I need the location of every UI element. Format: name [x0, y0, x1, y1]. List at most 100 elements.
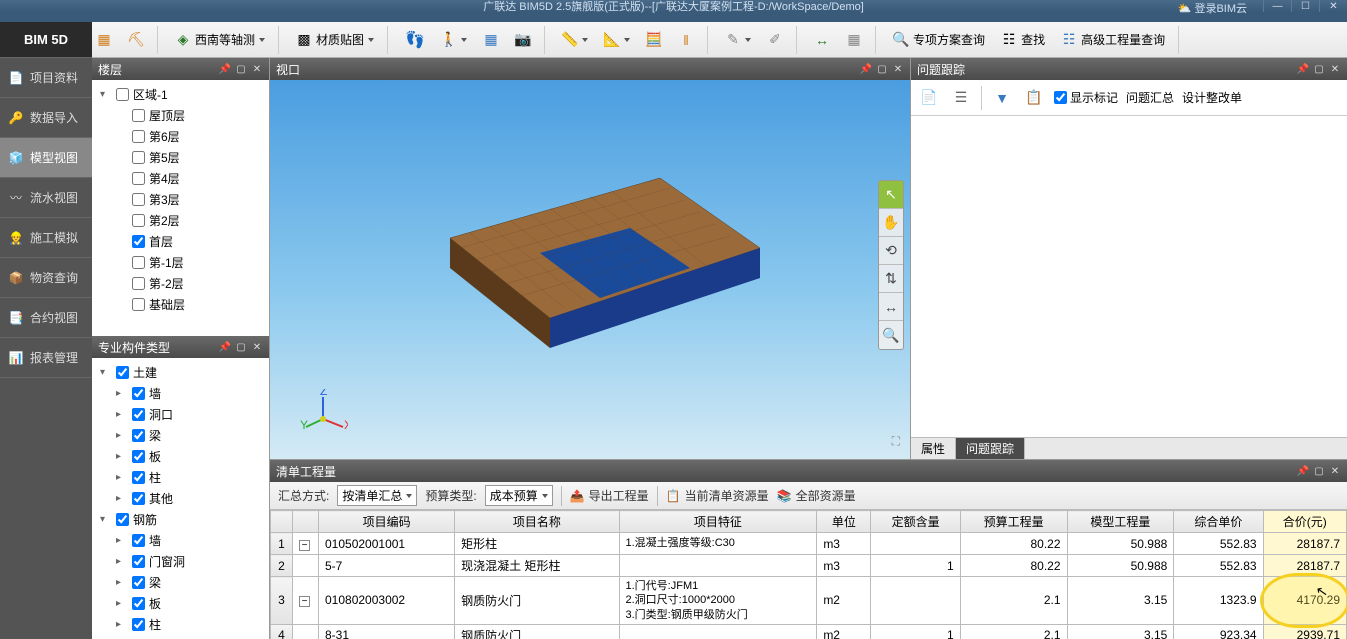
comp-item[interactable]: ▸墙 — [92, 530, 269, 551]
new-doc-button[interactable]: 📄 — [917, 86, 941, 110]
window-icon[interactable]: ▢ — [1313, 465, 1325, 477]
floor-item[interactable]: 第-1层 — [92, 252, 269, 273]
nav-item-5[interactable]: 📦物资查询 — [0, 258, 92, 298]
brush2-button[interactable]: ✐ — [760, 28, 790, 52]
floor-item[interactable]: 第6层 — [92, 126, 269, 147]
nav-item-0[interactable]: 📄项目资料 — [0, 58, 92, 98]
floor-item[interactable]: 屋顶层 — [92, 105, 269, 126]
tree-root[interactable]: ▾区域-1 — [92, 84, 269, 105]
design-change-link[interactable]: 设计整改单 — [1182, 89, 1242, 106]
grid-col-header[interactable]: 项目编码 — [319, 511, 455, 533]
grid-col-header[interactable]: 合价(元) — [1263, 511, 1346, 533]
fullscreen-icon[interactable]: ⛶ — [892, 434, 900, 449]
vp-pan-button[interactable]: ✋ — [879, 209, 903, 237]
orientation-dropdown[interactable]: ◈ 西南等轴测 — [168, 27, 272, 52]
report-button[interactable]: 📋 — [1022, 86, 1046, 110]
floor-item[interactable]: 第5层 — [92, 147, 269, 168]
grid-col-header[interactable]: 项目名称 — [455, 511, 619, 533]
bricks-button[interactable]: ▦ — [89, 28, 119, 52]
pin-icon[interactable]: 📌 — [219, 341, 231, 353]
grid-col-header[interactable]: 综合单价 — [1174, 511, 1263, 533]
all-res-button[interactable]: 📚全部资源量 — [777, 487, 856, 504]
nav-item-4[interactable]: 👷施工模拟 — [0, 218, 92, 258]
measure2-button[interactable]: 📐 — [597, 28, 637, 52]
measure-h-button[interactable]: ↔ — [807, 28, 837, 52]
comp-item[interactable]: ▸梁 — [92, 572, 269, 593]
list-button[interactable]: ☰ — [949, 86, 973, 110]
nav-item-2[interactable]: 🧊模型视图 — [0, 138, 92, 178]
lookup-button[interactable]: ☷ 查找 — [994, 27, 1052, 52]
grid-col-header[interactable]: 预算工程量 — [960, 511, 1067, 533]
issue-summary-link[interactable]: 问题汇总 — [1126, 89, 1174, 106]
show-mark-checkbox[interactable]: 显示标记 — [1054, 89, 1118, 106]
comp-group[interactable]: ▾钢筋 — [92, 509, 269, 530]
comp-item[interactable]: ▸其他 — [92, 488, 269, 509]
floor-item[interactable]: 第3层 — [92, 189, 269, 210]
comp-item[interactable]: ▸柱 — [92, 467, 269, 488]
special-query-button[interactable]: 🔍 专项方案查询 — [886, 27, 992, 52]
table-row[interactable]: 25-7现浇混凝土 矩形柱m3180.2250.988552.8328187.7 — [271, 555, 1347, 577]
adv-query-button[interactable]: ☷ 高级工程量查询 — [1054, 27, 1172, 52]
vp-orbit-button[interactable]: ⟲ — [879, 237, 903, 265]
pin-icon[interactable]: 📌 — [860, 63, 872, 75]
nav-item-1[interactable]: 🔑数据导入 — [0, 98, 92, 138]
login-cloud[interactable]: ⛅ 登录BIM云 — [1178, 0, 1247, 16]
table-row[interactable]: 1−010502001001矩形柱1.混凝土强度等级:C30m380.2250.… — [271, 533, 1347, 555]
maximize-button[interactable]: ☐ — [1291, 0, 1319, 12]
tb-person-button[interactable]: 🚶 — [434, 28, 474, 52]
vp-select-button[interactable]: ↖ — [879, 181, 903, 209]
vp-zoom-button[interactable]: 🔍 — [879, 321, 903, 349]
export-button[interactable]: 📤导出工程量 — [570, 487, 649, 504]
grid-col-header[interactable]: 定额含量 — [871, 511, 960, 533]
close-icon[interactable]: ✕ — [892, 63, 904, 75]
grid-toggle-button[interactable]: ▦ — [839, 28, 869, 52]
measure3-button[interactable]: 🧮 — [639, 28, 669, 52]
close-button[interactable]: ✕ — [1319, 0, 1347, 12]
tab-issue-track[interactable]: 问题跟踪 — [956, 438, 1025, 459]
minimize-button[interactable]: — — [1263, 0, 1291, 12]
window-icon[interactable]: ▢ — [235, 63, 247, 75]
comp-group[interactable]: ▾土建 — [92, 362, 269, 383]
measure4-button[interactable]: ‖ — [671, 28, 701, 52]
vp-distance-button[interactable]: ↔ — [879, 293, 903, 321]
close-icon[interactable]: ✕ — [1329, 465, 1341, 477]
comp-item[interactable]: ▸板 — [92, 593, 269, 614]
nav-item-3[interactable]: 〰流水视图 — [0, 178, 92, 218]
summary-mode-dropdown[interactable]: 按清单汇总 — [337, 485, 417, 506]
filter-button[interactable]: ▼ — [990, 86, 1014, 110]
nav-item-7[interactable]: 📊报表管理 — [0, 338, 92, 378]
grid-col-header[interactable]: 模型工程量 — [1067, 511, 1174, 533]
window-icon[interactable]: ▢ — [1313, 63, 1325, 75]
floor-item[interactable]: 基础层 — [92, 294, 269, 315]
comp-item[interactable]: ▸板 — [92, 446, 269, 467]
budget-type-dropdown[interactable]: 成本预算 — [485, 485, 553, 506]
comp-item[interactable]: ▸墙 — [92, 383, 269, 404]
close-icon[interactable]: ✕ — [251, 63, 263, 75]
tab-properties[interactable]: 属性 — [911, 438, 956, 459]
viewport-3d[interactable]: X Y Z ↖ ✋ ⟲ ⇅ ↔ 🔍 ⛶ — [270, 80, 910, 459]
pin-icon[interactable]: 📌 — [219, 63, 231, 75]
close-icon[interactable]: ✕ — [1329, 63, 1341, 75]
close-icon[interactable]: ✕ — [251, 341, 263, 353]
nav-item-6[interactable]: 📑合约视图 — [0, 298, 92, 338]
tb-camera-button[interactable]: 📷 — [508, 28, 538, 52]
table-row[interactable]: 48-31钢质防火门m212.13.15923.342939.71 — [271, 624, 1347, 639]
material-button[interactable]: ▩ 材质贴图 — [289, 27, 381, 52]
comp-item[interactable]: ▸门窗洞 — [92, 551, 269, 572]
window-icon[interactable]: ▢ — [235, 341, 247, 353]
grid-col-header[interactable]: 项目特征 — [619, 511, 817, 533]
tb-plan-button[interactable]: ▦ — [476, 28, 506, 52]
floor-item[interactable]: 第4层 — [92, 168, 269, 189]
floor-item[interactable]: 首层 — [92, 231, 269, 252]
table-row[interactable]: 3−010802003002钢质防火门1.门代号:JFM12.洞口尺寸:1000… — [271, 577, 1347, 625]
comp-item[interactable]: ▸梁 — [92, 425, 269, 446]
tb-feet-button[interactable]: 👣 — [398, 26, 432, 54]
pin-icon[interactable]: 📌 — [1297, 63, 1309, 75]
vp-swap-button[interactable]: ⇅ — [879, 265, 903, 293]
crane-button[interactable]: ⛏ — [121, 28, 151, 52]
brush1-button[interactable]: ✎ — [718, 28, 758, 52]
window-icon[interactable]: ▢ — [876, 63, 888, 75]
floor-item[interactable]: 第2层 — [92, 210, 269, 231]
floor-item[interactable]: 第-2层 — [92, 273, 269, 294]
pin-icon[interactable]: 📌 — [1297, 465, 1309, 477]
